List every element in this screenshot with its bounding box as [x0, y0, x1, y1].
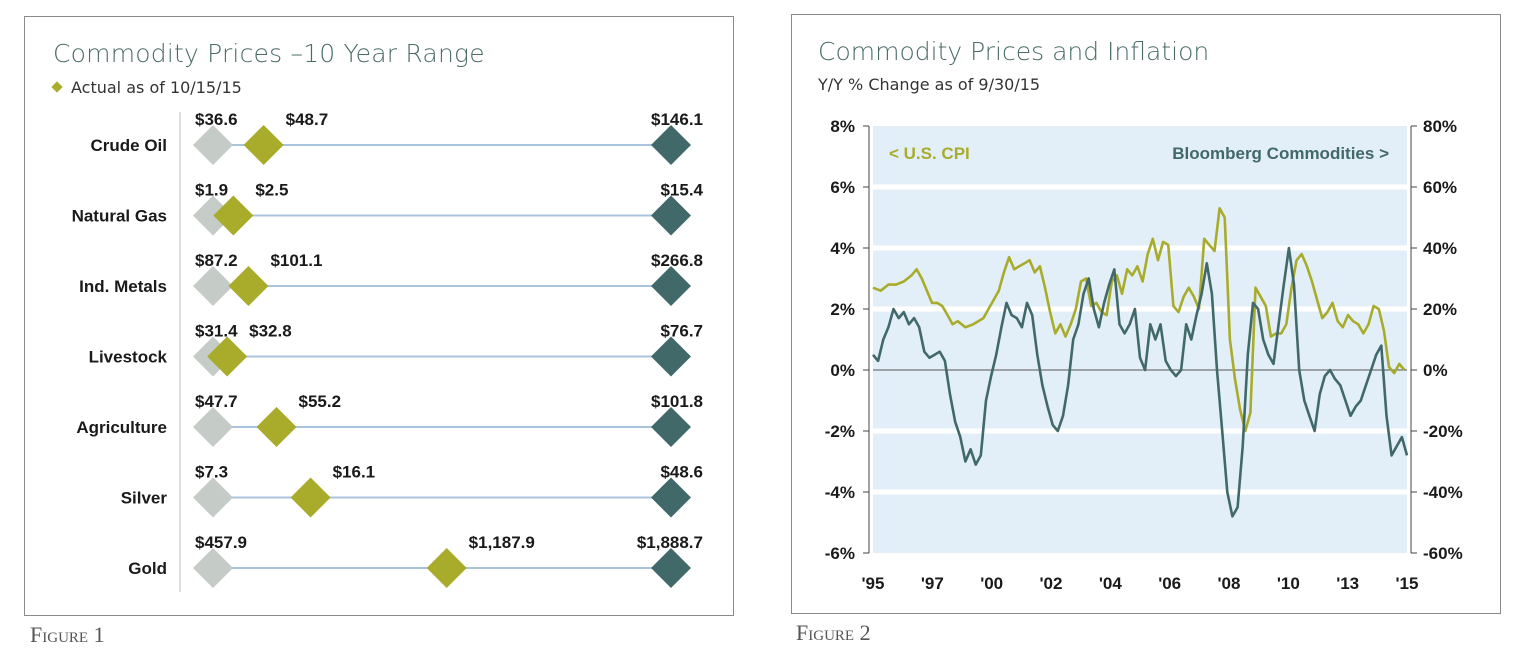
right-tick-label: 80%	[1423, 117, 1457, 136]
low-marker	[193, 477, 233, 518]
x-tick-label: '95	[862, 574, 885, 593]
low-marker	[193, 548, 233, 588]
figure-2-title: Commodity Prices and Inflation	[818, 37, 1210, 66]
bcom-annotation: Bloomberg Commodities >	[1172, 144, 1389, 163]
legend-actual-marker	[51, 81, 63, 93]
plot-area	[873, 126, 1407, 553]
range-row: Agriculture $47.7 $55.2 $101.8	[76, 392, 703, 447]
high-value-label: $48.6	[660, 463, 703, 482]
figure-2-caption: Figure 2	[796, 620, 871, 645]
x-tick-label: '04	[1099, 574, 1122, 593]
actual-value-label: $2.5	[255, 181, 288, 200]
category-label: Livestock	[89, 348, 168, 367]
high-value-label: $15.4	[660, 181, 703, 200]
right-tick-label: 60%	[1423, 178, 1457, 197]
left-tick-label: 2%	[830, 300, 855, 319]
high-value-label: $266.8	[651, 251, 703, 270]
left-tick-label: 6%	[830, 178, 855, 197]
high-marker	[651, 336, 691, 377]
actual-value-label: $101.1	[270, 251, 322, 270]
bcom-series-line	[872, 246, 1409, 518]
high-value-label: $101.8	[651, 392, 703, 411]
high-marker	[651, 407, 691, 447]
range-row: Crude Oil $36.6 $48.7 $146.1	[90, 110, 703, 165]
category-label: Agriculture	[76, 418, 167, 437]
high-marker	[651, 477, 691, 518]
left-tick-label: -4%	[825, 483, 855, 502]
actual-marker	[207, 336, 248, 377]
actual-value-label: $32.8	[249, 322, 292, 341]
low-value-label: $457.9	[195, 533, 247, 552]
x-tick-label: '13	[1336, 574, 1359, 593]
left-tick-label: 8%	[830, 117, 855, 136]
legend-actual-label: Actual as of 10/15/15	[71, 78, 242, 97]
cpi-series-line	[872, 207, 1406, 433]
actual-value-label: $16.1	[333, 463, 376, 482]
actual-marker	[228, 266, 269, 306]
actual-marker	[426, 548, 467, 588]
left-tick-label: 4%	[830, 239, 855, 258]
figure-1-caption: Figure 1	[30, 622, 105, 647]
low-value-label: $36.6	[195, 110, 238, 129]
x-tick-label: '97	[921, 574, 944, 593]
low-marker	[193, 407, 233, 447]
category-label: Crude Oil	[90, 136, 167, 155]
line-chart: -6% -4% -2% 0% 2% 4% 6% 8% -60% -40% -20% 0% 20% 40% 6…	[825, 117, 1463, 593]
right-tick-label: -20%	[1423, 422, 1463, 441]
actual-value-label: $48.7	[286, 110, 329, 129]
actual-value-label: $1,187.9	[469, 533, 535, 552]
category-label: Gold	[128, 559, 167, 578]
actual-marker	[256, 407, 297, 447]
range-row: Natural Gas $1.9 $2.5 $15.4	[72, 181, 704, 236]
figure-1-panel: Commodity Prices –10 Year Range Actual a…	[24, 16, 734, 616]
low-value-label: $31.4	[195, 322, 238, 341]
right-tick-label: 40%	[1423, 239, 1457, 258]
x-tick-label: '15	[1396, 574, 1419, 593]
high-marker	[651, 195, 691, 236]
figure-1-legend: Actual as of 10/15/15	[51, 78, 242, 97]
high-marker	[651, 125, 691, 165]
low-value-label: $47.7	[195, 392, 238, 411]
high-value-label: $1,888.7	[637, 533, 703, 552]
x-tick-label: '00	[980, 574, 1003, 593]
range-chart: Crude Oil $36.6 $48.7 $146.1 Natural Gas $1.9…	[72, 110, 704, 592]
low-value-label: $87.2	[195, 251, 238, 270]
high-marker	[651, 266, 691, 306]
left-tick-label: 0%	[830, 361, 855, 380]
actual-marker	[213, 195, 254, 236]
range-row: Ind. Metals $87.2 $101.1 $266.8	[79, 251, 703, 306]
low-value-label: $7.3	[195, 463, 228, 482]
actual-marker	[243, 125, 284, 165]
high-marker	[651, 548, 691, 588]
x-tick-label: '08	[1218, 574, 1241, 593]
left-tick-label: -2%	[825, 422, 855, 441]
high-value-label: $146.1	[651, 110, 703, 129]
high-value-label: $76.7	[660, 322, 703, 341]
category-label: Silver	[121, 489, 168, 508]
low-marker	[193, 266, 233, 306]
figure-2-panel: Commodity Prices and Inflation Y/Y % Cha…	[791, 14, 1501, 614]
x-tick-label: '06	[1158, 574, 1181, 593]
right-tick-label: 20%	[1423, 300, 1457, 319]
range-row: Silver $7.3 $16.1 $48.6	[121, 463, 703, 518]
figure-2-subtitle: Y/Y % Change as of 9/30/15	[818, 75, 1041, 94]
low-value-label: $1.9	[195, 181, 228, 200]
actual-value-label: $55.2	[298, 392, 341, 411]
cpi-annotation: < U.S. CPI	[889, 144, 970, 163]
range-row: Livestock $31.4 $32.8 $76.7	[89, 322, 703, 377]
right-tick-label: -60%	[1423, 544, 1463, 563]
x-tick-label: '10	[1277, 574, 1300, 593]
right-tick-label: -40%	[1423, 483, 1463, 502]
category-label: Natural Gas	[72, 207, 167, 226]
category-label: Ind. Metals	[79, 277, 167, 296]
low-marker	[193, 195, 233, 236]
range-row: Gold $457.9 $1,187.9 $1,888.7	[128, 533, 703, 588]
actual-marker	[290, 477, 331, 518]
low-marker	[193, 125, 233, 165]
right-tick-label: 0%	[1423, 361, 1448, 380]
x-tick-label: '02	[1040, 574, 1063, 593]
left-tick-label: -6%	[825, 544, 855, 563]
figure-1-title: Commodity Prices –10 Year Range	[53, 39, 485, 68]
